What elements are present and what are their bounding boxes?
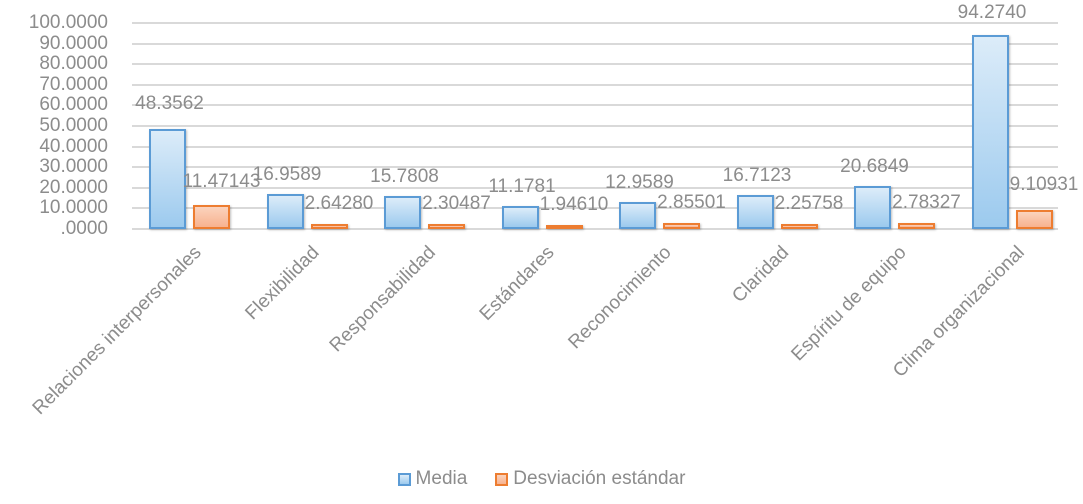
data-label: 2.30487 — [422, 193, 491, 215]
bar-media — [149, 129, 186, 229]
bar-desviacion — [428, 224, 465, 229]
y-tick-label: 10.0000 — [39, 197, 108, 219]
y-tick-label: 40.0000 — [39, 135, 108, 157]
bar-desviacion — [310, 223, 348, 229]
data-label: 20.6849 — [840, 156, 909, 178]
data-label: 2.64280 — [304, 192, 374, 214]
x-tick-label: Estándares — [475, 242, 559, 325]
legend: Media Desviación estándar — [0, 468, 1083, 490]
data-label: 2.85501 — [657, 192, 726, 214]
x-tick-label: Claridad — [727, 242, 793, 307]
x-tick-label: Clima organizacional — [888, 242, 1029, 382]
y-tick-label: 30.0000 — [39, 156, 108, 178]
y-tick-label: 100.0000 — [28, 12, 108, 33]
data-label: 2.25758 — [774, 193, 844, 215]
data-label: 48.3562 — [135, 93, 204, 114]
gridline — [132, 186, 1058, 189]
gridline — [132, 228, 1058, 230]
y-tick-label: 80.0000 — [39, 53, 108, 75]
legend-label: Media — [415, 468, 468, 489]
x-tick-label: Espíritu de equipo — [787, 242, 911, 366]
bar-media — [501, 205, 539, 229]
data-label: 1.94610 — [539, 193, 609, 215]
y-tick-label: 90.0000 — [39, 32, 108, 54]
orange-square-swatch-icon — [495, 472, 509, 486]
y-tick-label: 70.0000 — [39, 73, 108, 95]
x-tick-label: Flexibilidad — [240, 242, 323, 325]
gridline — [132, 104, 1058, 107]
gridline — [132, 83, 1058, 86]
bar-media — [266, 194, 304, 229]
gridline — [132, 207, 1058, 210]
data-label: 16.9589 — [252, 164, 322, 186]
gridline — [132, 145, 1058, 148]
data-label: 9.10931 — [1009, 174, 1079, 195]
y-tick-label: 20.0000 — [39, 176, 108, 198]
x-tick-label: Reconocimiento — [564, 242, 676, 354]
data-label: 12.9589 — [605, 172, 674, 194]
y-tick-label: 50.0000 — [39, 115, 108, 136]
bar-media — [854, 186, 891, 229]
y-tick-label: .0000 — [60, 218, 108, 239]
data-label: 2.78327 — [892, 192, 961, 214]
bar-media — [619, 202, 656, 229]
bar-desviacion — [193, 205, 230, 229]
legend-label: Desviación estándar — [513, 468, 686, 489]
data-label: 11.1781 — [488, 175, 556, 197]
data-label: 94.2740 — [957, 2, 1027, 23]
bar-desviacion — [663, 223, 700, 229]
x-tick-label: Responsabilidad — [325, 242, 440, 357]
bar-media — [736, 194, 774, 229]
bar-desviacion — [1015, 210, 1053, 229]
bar-media — [971, 34, 1009, 229]
bar-desviacion — [898, 223, 935, 229]
gridline — [132, 22, 1058, 24]
legend-item-desviacion: Desviación estándar — [495, 468, 685, 490]
gridline — [132, 166, 1058, 169]
bar-desviacion — [780, 224, 818, 229]
x-tick-label: Relaciones interpersonales — [28, 242, 206, 419]
gridline — [132, 42, 1058, 45]
data-label: 16.7123 — [722, 164, 792, 186]
legend-item-media: Media — [397, 468, 468, 490]
bar-media — [384, 196, 421, 229]
data-label: 11.47143 — [182, 171, 261, 192]
data-label: 15.7808 — [370, 166, 439, 188]
gridline — [132, 63, 1058, 66]
bar-desviacion — [545, 224, 583, 229]
gridline — [132, 125, 1058, 127]
blue-square-swatch-icon — [397, 472, 411, 486]
y-tick-label: 60.0000 — [39, 94, 108, 116]
